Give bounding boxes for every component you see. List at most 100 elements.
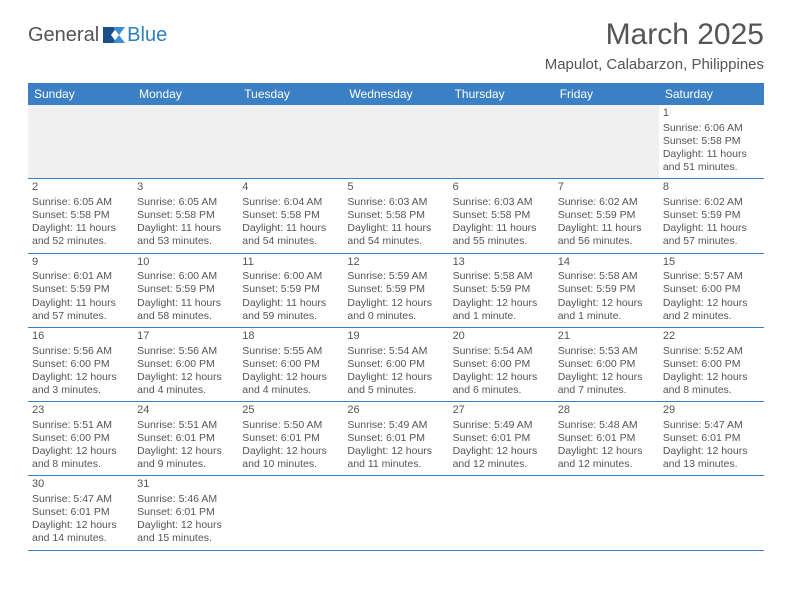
sunrise-line: Sunrise: 5:47 AM <box>663 419 760 432</box>
sunset-line: Sunset: 5:59 PM <box>242 283 339 296</box>
sunset-line: Sunset: 5:59 PM <box>32 283 129 296</box>
calendar-cell: 16Sunrise: 5:56 AMSunset: 6:00 PMDayligh… <box>28 327 133 401</box>
sunset-line: Sunset: 5:59 PM <box>347 283 444 296</box>
sunrise-line: Sunrise: 5:51 AM <box>32 419 129 432</box>
day-number: 28 <box>558 404 655 418</box>
calendar-cell: 3Sunrise: 6:05 AMSunset: 5:58 PMDaylight… <box>133 179 238 253</box>
sunrise-line: Sunrise: 6:06 AM <box>663 122 760 135</box>
sunrise-line: Sunrise: 5:52 AM <box>663 345 760 358</box>
calendar-cell: 7Sunrise: 6:02 AMSunset: 5:59 PMDaylight… <box>554 179 659 253</box>
calendar-cell: 31Sunrise: 5:46 AMSunset: 6:01 PMDayligh… <box>133 476 238 550</box>
calendar-cell <box>343 105 448 179</box>
calendar-cell <box>238 105 343 179</box>
calendar-cell <box>554 105 659 179</box>
sunset-line: Sunset: 6:00 PM <box>137 358 234 371</box>
day-number: 13 <box>453 256 550 270</box>
daylight-line: Daylight: 12 hours and 5 minutes. <box>347 371 444 397</box>
sunset-line: Sunset: 5:58 PM <box>347 209 444 222</box>
calendar-cell: 28Sunrise: 5:48 AMSunset: 6:01 PMDayligh… <box>554 402 659 476</box>
calendar-row: 16Sunrise: 5:56 AMSunset: 6:00 PMDayligh… <box>28 327 764 401</box>
sunset-line: Sunset: 5:58 PM <box>453 209 550 222</box>
sunrise-line: Sunrise: 5:50 AM <box>242 419 339 432</box>
sunrise-line: Sunrise: 5:51 AM <box>137 419 234 432</box>
day-header: Friday <box>554 83 659 105</box>
daylight-line: Daylight: 11 hours and 55 minutes. <box>453 222 550 248</box>
calendar-cell <box>554 476 659 550</box>
sunrise-line: Sunrise: 6:04 AM <box>242 196 339 209</box>
sunrise-line: Sunrise: 5:59 AM <box>347 270 444 283</box>
sunset-line: Sunset: 6:01 PM <box>558 432 655 445</box>
calendar-cell: 23Sunrise: 5:51 AMSunset: 6:00 PMDayligh… <box>28 402 133 476</box>
daylight-line: Daylight: 12 hours and 7 minutes. <box>558 371 655 397</box>
calendar-row: 9Sunrise: 6:01 AMSunset: 5:59 PMDaylight… <box>28 253 764 327</box>
page-title: March 2025 <box>545 18 764 52</box>
sunrise-line: Sunrise: 6:05 AM <box>137 196 234 209</box>
daylight-line: Daylight: 12 hours and 1 minute. <box>453 297 550 323</box>
calendar-cell: 14Sunrise: 5:58 AMSunset: 5:59 PMDayligh… <box>554 253 659 327</box>
day-number: 8 <box>663 181 760 195</box>
logo-text-blue: Blue <box>127 24 167 47</box>
sunrise-line: Sunrise: 5:54 AM <box>347 345 444 358</box>
sunrise-line: Sunrise: 5:46 AM <box>137 493 234 506</box>
daylight-line: Daylight: 12 hours and 2 minutes. <box>663 297 760 323</box>
day-number: 14 <box>558 256 655 270</box>
calendar-row: 1Sunrise: 6:06 AMSunset: 5:58 PMDaylight… <box>28 105 764 179</box>
calendar-cell: 10Sunrise: 6:00 AMSunset: 5:59 PMDayligh… <box>133 253 238 327</box>
sunset-line: Sunset: 5:59 PM <box>663 209 760 222</box>
daylight-line: Daylight: 11 hours and 54 minutes. <box>242 222 339 248</box>
daylight-line: Daylight: 12 hours and 8 minutes. <box>663 371 760 397</box>
sunrise-line: Sunrise: 6:00 AM <box>242 270 339 283</box>
day-number: 9 <box>32 256 129 270</box>
sunrise-line: Sunrise: 5:49 AM <box>347 419 444 432</box>
sunset-line: Sunset: 6:00 PM <box>663 358 760 371</box>
daylight-line: Daylight: 12 hours and 9 minutes. <box>137 445 234 471</box>
day-number: 24 <box>137 404 234 418</box>
day-header: Tuesday <box>238 83 343 105</box>
calendar-cell <box>28 105 133 179</box>
daylight-line: Daylight: 12 hours and 4 minutes. <box>242 371 339 397</box>
flag-icon <box>103 27 125 45</box>
calendar-cell: 15Sunrise: 5:57 AMSunset: 6:00 PMDayligh… <box>659 253 764 327</box>
calendar-cell: 24Sunrise: 5:51 AMSunset: 6:01 PMDayligh… <box>133 402 238 476</box>
day-number: 7 <box>558 181 655 195</box>
day-number: 22 <box>663 330 760 344</box>
day-number: 21 <box>558 330 655 344</box>
day-number: 15 <box>663 256 760 270</box>
calendar-cell: 26Sunrise: 5:49 AMSunset: 6:01 PMDayligh… <box>343 402 448 476</box>
daylight-line: Daylight: 11 hours and 53 minutes. <box>137 222 234 248</box>
day-number: 3 <box>137 181 234 195</box>
calendar-cell <box>343 476 448 550</box>
day-number: 20 <box>453 330 550 344</box>
sunrise-line: Sunrise: 5:47 AM <box>32 493 129 506</box>
sunrise-line: Sunrise: 5:55 AM <box>242 345 339 358</box>
calendar-cell: 9Sunrise: 6:01 AMSunset: 5:59 PMDaylight… <box>28 253 133 327</box>
day-header: Monday <box>133 83 238 105</box>
calendar-cell: 17Sunrise: 5:56 AMSunset: 6:00 PMDayligh… <box>133 327 238 401</box>
sunset-line: Sunset: 6:01 PM <box>453 432 550 445</box>
sunrise-line: Sunrise: 5:54 AM <box>453 345 550 358</box>
calendar-cell: 19Sunrise: 5:54 AMSunset: 6:00 PMDayligh… <box>343 327 448 401</box>
calendar-cell <box>659 476 764 550</box>
day-number: 10 <box>137 256 234 270</box>
day-number: 17 <box>137 330 234 344</box>
calendar-cell: 29Sunrise: 5:47 AMSunset: 6:01 PMDayligh… <box>659 402 764 476</box>
day-number: 26 <box>347 404 444 418</box>
daylight-line: Daylight: 11 hours and 52 minutes. <box>32 222 129 248</box>
daylight-line: Daylight: 12 hours and 10 minutes. <box>242 445 339 471</box>
sunrise-line: Sunrise: 5:56 AM <box>137 345 234 358</box>
day-header: Wednesday <box>343 83 448 105</box>
sunrise-line: Sunrise: 5:53 AM <box>558 345 655 358</box>
sunset-line: Sunset: 5:58 PM <box>242 209 339 222</box>
day-number: 25 <box>242 404 339 418</box>
calendar-cell <box>449 105 554 179</box>
daylight-line: Daylight: 12 hours and 13 minutes. <box>663 445 760 471</box>
daylight-line: Daylight: 12 hours and 3 minutes. <box>32 371 129 397</box>
sunrise-line: Sunrise: 6:02 AM <box>663 196 760 209</box>
sunset-line: Sunset: 5:59 PM <box>558 209 655 222</box>
sunset-line: Sunset: 6:00 PM <box>32 358 129 371</box>
sunrise-line: Sunrise: 5:56 AM <box>32 345 129 358</box>
calendar-cell: 5Sunrise: 6:03 AMSunset: 5:58 PMDaylight… <box>343 179 448 253</box>
sunset-line: Sunset: 6:01 PM <box>137 506 234 519</box>
calendar-row: 23Sunrise: 5:51 AMSunset: 6:00 PMDayligh… <box>28 402 764 476</box>
calendar-row: 30Sunrise: 5:47 AMSunset: 6:01 PMDayligh… <box>28 476 764 550</box>
